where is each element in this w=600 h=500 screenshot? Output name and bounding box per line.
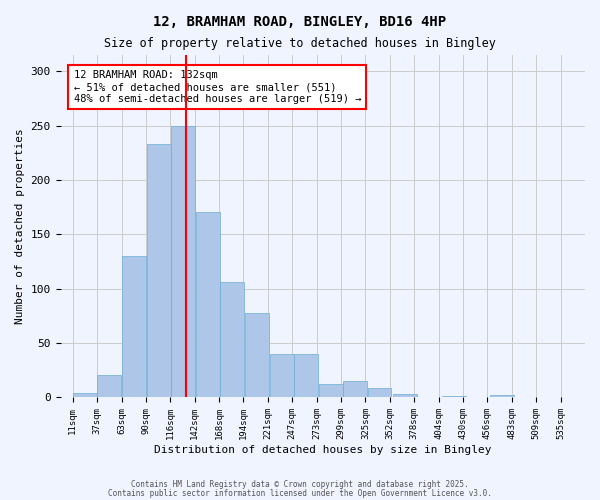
Bar — [442, 396, 466, 398]
Bar — [393, 394, 417, 398]
X-axis label: Distribution of detached houses by size in Bingley: Distribution of detached houses by size … — [154, 445, 491, 455]
Bar — [73, 393, 97, 398]
Text: Contains public sector information licensed under the Open Government Licence v3: Contains public sector information licen… — [108, 488, 492, 498]
Bar — [368, 388, 391, 398]
Bar — [490, 396, 514, 398]
Bar — [147, 144, 171, 398]
Bar — [97, 374, 121, 398]
Bar — [270, 354, 294, 398]
Text: 12 BRAMHAM ROAD: 132sqm
← 51% of detached houses are smaller (551)
48% of semi-d: 12 BRAMHAM ROAD: 132sqm ← 51% of detache… — [74, 70, 361, 104]
Bar — [196, 212, 220, 398]
Bar — [220, 282, 244, 398]
Bar — [295, 354, 319, 398]
Bar — [122, 256, 146, 398]
Bar — [245, 312, 269, 398]
Bar — [172, 126, 196, 398]
Bar — [343, 381, 367, 398]
Y-axis label: Number of detached properties: Number of detached properties — [15, 128, 25, 324]
Text: Contains HM Land Registry data © Crown copyright and database right 2025.: Contains HM Land Registry data © Crown c… — [131, 480, 469, 489]
Text: 12, BRAMHAM ROAD, BINGLEY, BD16 4HP: 12, BRAMHAM ROAD, BINGLEY, BD16 4HP — [154, 15, 446, 29]
Bar — [319, 384, 343, 398]
Text: Size of property relative to detached houses in Bingley: Size of property relative to detached ho… — [104, 38, 496, 51]
